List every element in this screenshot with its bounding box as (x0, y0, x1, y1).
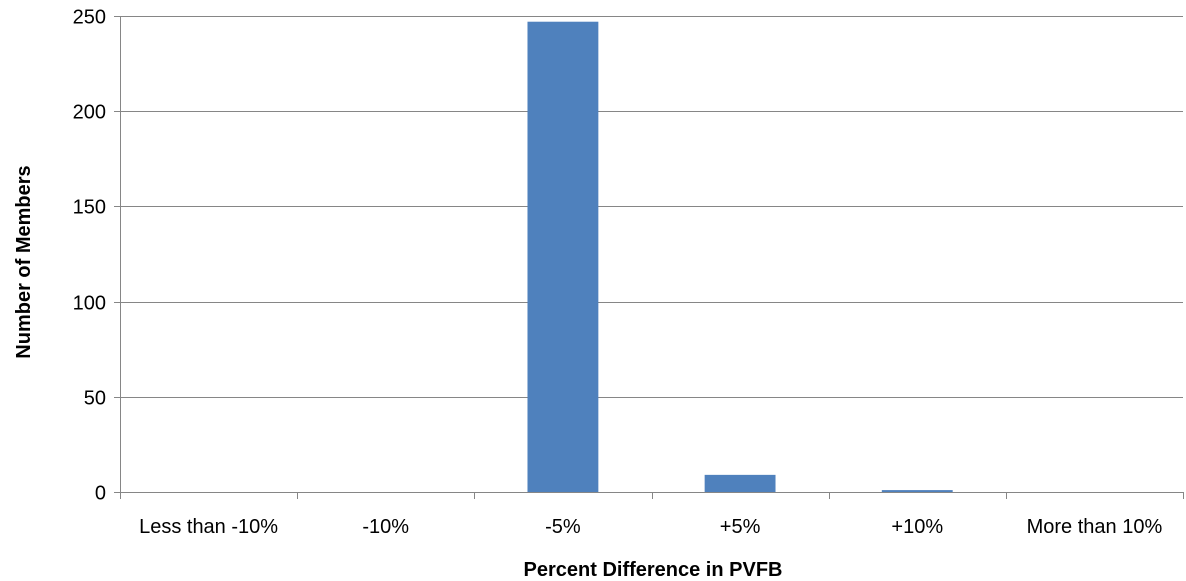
tick-labels: 0 50 100 150 200 250 Less than -10% -10% -5% +5% +… (73, 7, 1163, 539)
x-axis-title: Percent Difference in PVFB (524, 559, 783, 581)
bar-4 (704, 474, 776, 492)
y-tick-label: 100 (73, 293, 106, 315)
y-tick-label: 50 (84, 388, 106, 410)
x-tick-label: +10% (891, 516, 943, 538)
y-tick-label: 200 (73, 102, 106, 124)
y-tick-label: 150 (73, 197, 106, 219)
x-tick-label: More than 10% (1027, 516, 1163, 538)
bar-5 (881, 490, 953, 492)
gridlines (120, 16, 1183, 398)
x-tick-label: Less than -10% (139, 516, 278, 538)
bar-3 (527, 21, 599, 492)
x-tick-label: -10% (362, 516, 409, 538)
bars (527, 21, 953, 492)
y-axis-title: Number of Members (13, 165, 35, 358)
x-tick-label: +5% (720, 516, 761, 538)
y-tick-label: 0 (95, 483, 106, 505)
axes (114, 16, 1184, 499)
x-tick-label: -5% (545, 516, 581, 538)
y-tick-label: 250 (73, 7, 106, 29)
